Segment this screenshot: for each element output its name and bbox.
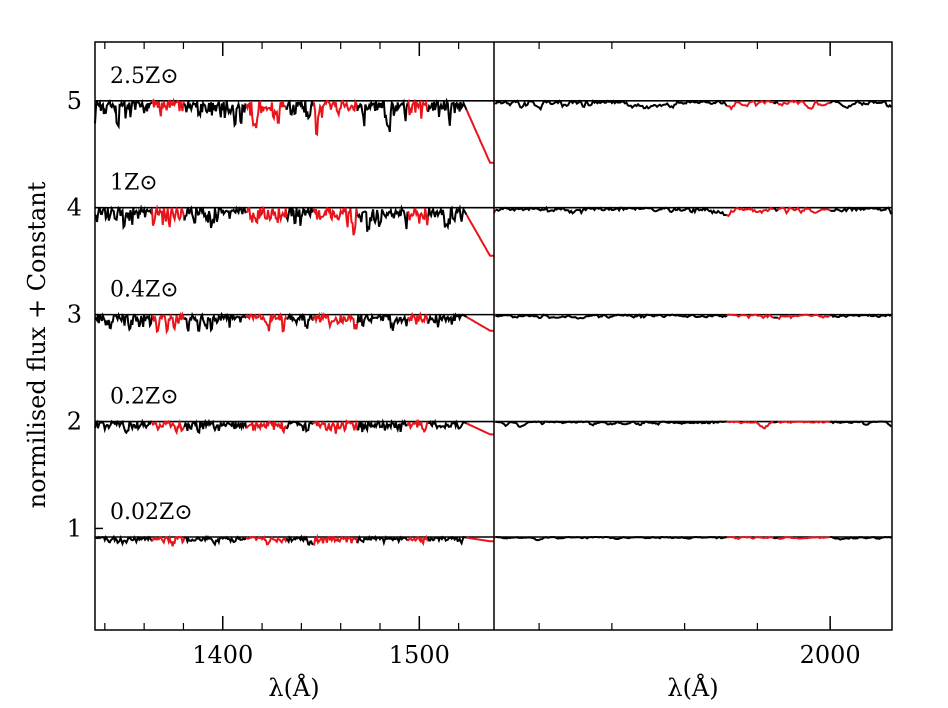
spectrum-line [495,205,728,217]
y-tick-label: 4 [67,194,82,222]
x-tick-label: 1500 [389,641,450,669]
spectrum-line [495,313,728,320]
spectrum-line-highlight [407,534,430,547]
spectrum-line-highlight [245,99,288,129]
spectrum-line [285,206,315,226]
spectrum-line-highlight [312,311,359,331]
spectrum-line-highlight [406,98,430,119]
spectrum-line-highlight [466,422,494,436]
spectrum-line-highlight [777,536,831,541]
spectrum-line-highlight [466,536,494,543]
spectrum-line [183,418,248,435]
spectrum-line [772,100,779,105]
x-tick-label: 2000 [800,641,861,669]
spectrum-line [285,99,315,121]
spectrum-line-highlight [406,418,429,434]
spectrum-line [829,206,893,215]
x-axis-label-left: λ(Å) [268,673,319,702]
spectrum-line-highlight [151,310,186,335]
x-tick-label: 1400 [192,641,253,669]
labels: normilised flux + Constant λ(Å) λ(Å) 2.5… [23,64,719,702]
spectrum-line [286,312,314,329]
spectrum-line [94,204,153,231]
spectrum-line [427,204,468,231]
spectrum-line-highlight [313,533,359,546]
spectrum-line [829,313,892,319]
spectrum-line [773,420,779,424]
spectrum-line-highlight [726,313,774,320]
spectrum-line [356,98,409,133]
axes-frame [94,41,893,631]
spectrum-line-highlight [777,99,831,110]
spectrum-line [829,99,893,110]
series-label: 1Z⊙ [110,171,158,196]
spectrum-line [285,419,314,433]
spectrum-line-highlight [726,420,774,430]
spectrum-line [495,535,727,542]
ticks: 1 2 3 4 5 1400 1500 2000 [67,42,861,669]
spectrum-line [829,420,892,428]
spectrum-line-highlight [151,534,186,547]
y-tick-label: 3 [67,301,82,329]
spectrum-line [183,100,247,129]
spectrum-line-highlight [312,418,359,434]
spectrum-line [184,534,247,547]
spectrum-line [94,534,153,547]
spectrum-line-highlight [726,99,774,111]
series-label: 0.02Z⊙ [110,500,193,525]
spectrum-line [285,534,314,546]
spectrum-line-highlight [465,109,494,164]
spectrum-line [183,311,247,333]
spectrum-line-highlight [245,420,288,435]
spectrum-line-highlight [151,204,186,228]
spectrum-line [427,312,468,328]
spectrum-line [183,205,247,229]
y-tick-label: 1 [67,514,82,542]
spectrum-line-highlight [777,420,831,424]
spectrum-line-highlight [726,535,774,541]
spectrum-line-highlight [465,214,494,257]
spectrum-line [356,204,409,232]
spectrum-line [830,535,892,541]
y-tick-label: 2 [67,408,82,436]
spectrum-line-highlight [407,207,430,226]
spectrum-line-highlight [151,97,186,117]
spectrum-line [356,312,409,331]
series-label: 2.5Z⊙ [110,64,179,89]
spectrum-line-highlight [777,206,831,216]
spectrum-line-highlight [777,313,831,321]
spectrum-line-highlight [465,316,494,332]
spectrum-line [356,534,409,547]
y-axis-label: normilised flux + Constant [23,181,51,508]
spectrum-line-highlight [246,205,288,225]
spectrum-line-highlight [406,310,430,325]
spectrum-line-highlight [151,419,186,436]
spectrum-line-highlight [245,535,288,546]
series-label: 0.4Z⊙ [110,278,179,303]
y-tick-label: 5 [67,87,82,115]
spectrum-line [94,311,153,332]
x-axis-label-right: λ(Å) [667,673,718,702]
spectrum-line [427,535,467,546]
spectrum-line [94,98,153,130]
spectrum-line [94,418,153,435]
spectrum-line [495,420,727,428]
spectrum-line [773,536,779,540]
spectrum-line [427,418,467,431]
spectrum-line-highlight [245,312,288,333]
spectrum-line [494,99,728,112]
spectrum-line-highlight [312,207,359,236]
spectrum-line-highlight [726,206,774,218]
spectrum-line-highlight [312,98,359,137]
spectrum-line [356,418,409,434]
series-label: 0.2Z⊙ [110,385,179,410]
spectrum-line [427,97,468,126]
spectrum-line [773,207,779,213]
